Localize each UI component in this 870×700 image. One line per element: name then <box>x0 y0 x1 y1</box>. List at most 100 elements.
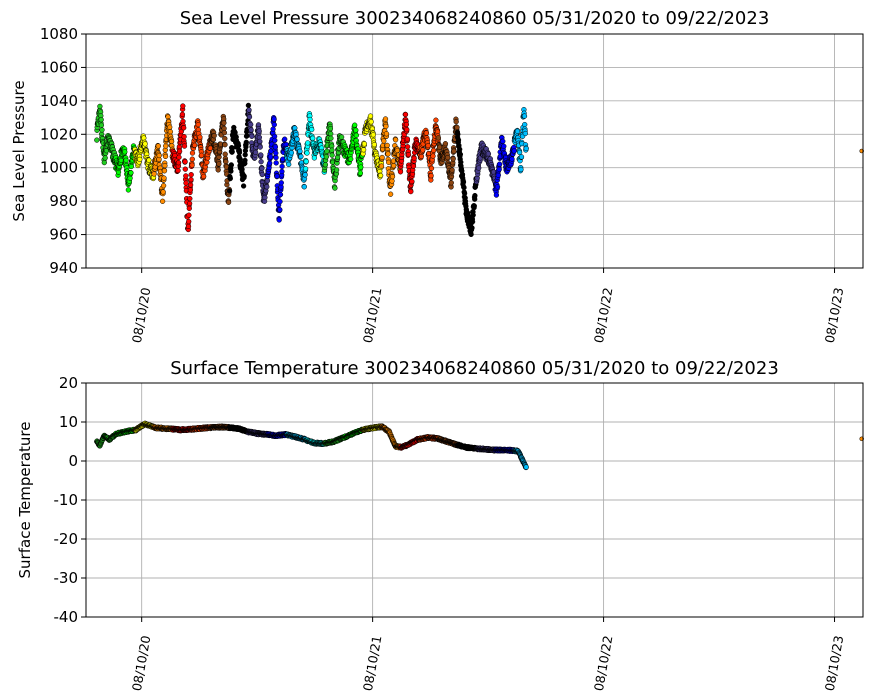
data-point <box>137 156 143 163</box>
data-point <box>378 163 385 169</box>
data-point <box>99 127 105 133</box>
data-point <box>408 188 414 195</box>
data-point <box>102 155 108 161</box>
data-point <box>428 173 434 179</box>
data-point <box>201 173 207 180</box>
data-point <box>493 192 500 198</box>
data-point <box>198 152 205 158</box>
data-point <box>404 136 411 142</box>
data-point <box>243 139 249 145</box>
data-point <box>392 137 399 143</box>
data-point <box>468 231 474 238</box>
data-point <box>309 126 315 133</box>
data-point <box>127 175 133 181</box>
data-point <box>197 134 203 140</box>
data-point <box>277 191 284 198</box>
data-point <box>141 135 147 141</box>
data-point <box>389 178 395 184</box>
data-point <box>235 143 242 149</box>
data-point <box>460 179 467 185</box>
data-point <box>305 140 311 146</box>
data-point <box>394 147 400 154</box>
data-point <box>454 124 460 131</box>
data-point <box>405 151 412 158</box>
data-point <box>155 143 161 149</box>
data-point <box>226 188 233 194</box>
data-point <box>242 157 248 164</box>
data-point <box>294 136 300 142</box>
data-point <box>430 147 437 154</box>
data-point <box>297 148 303 154</box>
data-point <box>264 184 270 190</box>
gridlines <box>86 382 863 618</box>
data-point <box>367 113 374 119</box>
data-point <box>248 127 254 133</box>
data-point <box>302 172 308 178</box>
data-point <box>146 157 152 163</box>
data-point <box>371 141 377 148</box>
data-point <box>189 150 196 156</box>
data-point <box>163 143 169 149</box>
data-point <box>472 192 478 199</box>
data-point <box>381 138 387 144</box>
data-point <box>101 159 107 166</box>
data-point <box>496 166 502 173</box>
data-point <box>521 113 528 119</box>
data-point <box>160 183 167 189</box>
y-tick-label: 1020 <box>40 125 78 143</box>
data-point <box>329 152 335 158</box>
data-point <box>222 142 228 148</box>
y-tick-label: -20 <box>54 530 79 548</box>
data-point <box>382 116 389 122</box>
data-point <box>246 107 252 113</box>
data-point <box>329 147 335 153</box>
data-point <box>411 155 417 161</box>
data-point <box>402 111 409 118</box>
data-point <box>216 161 222 167</box>
data-point <box>348 156 354 162</box>
data-point <box>142 141 148 147</box>
y-tick-label: 1080 <box>40 25 78 43</box>
data-point <box>267 154 274 160</box>
x-tick-label: 08/10/21 <box>360 286 385 344</box>
data-point <box>187 195 193 202</box>
data-point <box>258 152 264 158</box>
data-point <box>455 131 461 137</box>
data-point <box>523 464 529 470</box>
data-point <box>259 171 265 178</box>
y-tick-label: 960 <box>49 226 78 244</box>
data-point <box>123 157 129 163</box>
data-point <box>495 172 501 178</box>
data-point <box>271 122 277 128</box>
data-point <box>125 187 132 193</box>
data-point <box>222 135 228 142</box>
data-point <box>182 166 188 172</box>
data-point <box>258 159 264 165</box>
data-point <box>455 137 462 143</box>
data-point <box>240 183 247 189</box>
data-point <box>357 170 364 176</box>
data-point <box>453 119 459 125</box>
data-point <box>239 166 245 173</box>
data-point <box>511 148 517 154</box>
data-point <box>324 148 330 154</box>
y-tick-label: 0 <box>68 452 78 470</box>
data-point <box>389 174 396 180</box>
data-point <box>221 120 227 126</box>
data-point <box>160 189 166 195</box>
data-point <box>188 172 194 178</box>
data-point <box>307 116 313 123</box>
data-point <box>457 146 463 152</box>
data-point <box>328 131 334 137</box>
y-tick-label: 1060 <box>40 58 78 76</box>
y-tick-label: 10 <box>59 413 78 431</box>
data-point <box>410 163 417 169</box>
data-point <box>514 128 521 134</box>
data-point <box>211 133 217 139</box>
x-tick-label: 08/10/22 <box>591 286 616 344</box>
data-point <box>271 116 277 122</box>
data-point <box>176 148 183 154</box>
data-point <box>259 165 265 172</box>
data-point <box>191 142 198 148</box>
data-point <box>304 150 310 156</box>
